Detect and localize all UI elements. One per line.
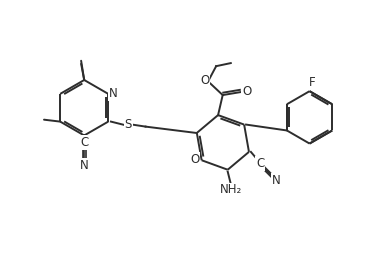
Text: N: N (80, 159, 88, 172)
Text: NH₂: NH₂ (220, 183, 242, 196)
Text: S: S (125, 118, 132, 131)
Text: C: C (256, 157, 264, 170)
Text: N: N (109, 87, 118, 100)
Text: O: O (242, 86, 251, 99)
Text: O: O (200, 74, 210, 87)
Text: N: N (272, 173, 281, 186)
Text: O: O (191, 153, 200, 166)
Text: F: F (309, 76, 316, 89)
Text: C: C (80, 136, 88, 149)
